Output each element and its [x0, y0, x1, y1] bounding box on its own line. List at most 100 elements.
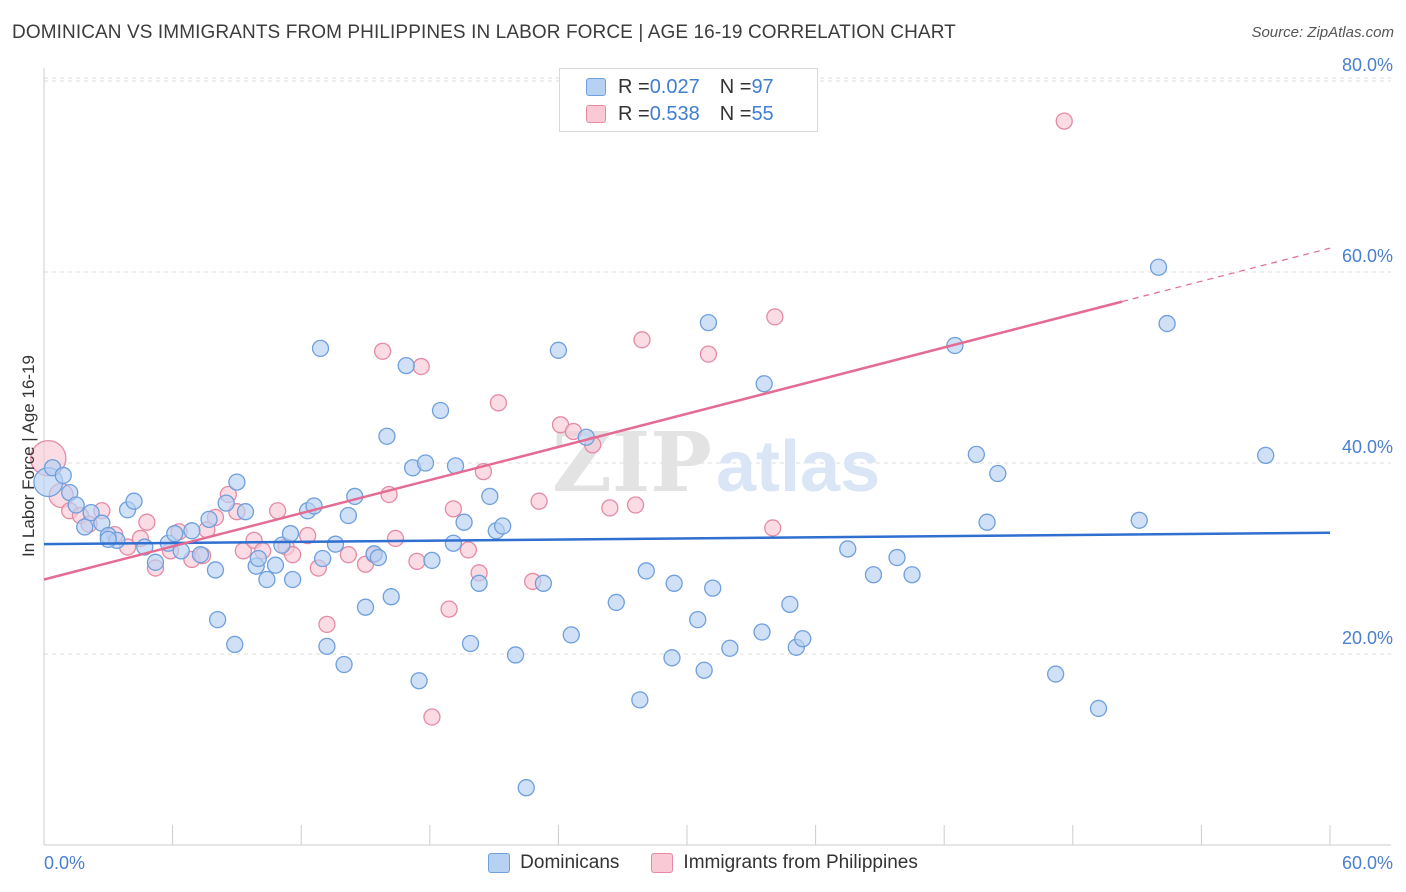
watermark-atlas: atlas — [716, 427, 880, 507]
point-philippines — [298, 526, 317, 545]
legend-swatch-philippines — [651, 853, 674, 873]
point-dominican — [423, 551, 441, 570]
point-dominican — [281, 525, 300, 543]
point-philippines — [138, 513, 156, 531]
n-label: N = — [719, 102, 752, 125]
stats-row-dominicans: R = 0.027 N = 97 — [586, 75, 774, 99]
point-philippines — [268, 502, 287, 520]
r-label: R = — [618, 75, 650, 98]
n-value: 55 — [751, 102, 774, 125]
point-dominican — [206, 561, 225, 579]
point-philippines — [339, 546, 358, 564]
legend-swatch-blue — [586, 78, 606, 96]
r-value: 0.027 — [649, 75, 700, 98]
y-tick-label: 40.0% — [1342, 437, 1393, 457]
point-dominican — [1047, 665, 1065, 683]
point-dominican — [903, 566, 921, 584]
legend-label-dominicans: Dominicans — [520, 852, 620, 873]
point-dominican — [864, 566, 883, 584]
point-dominican — [410, 672, 428, 690]
r-value: 0.538 — [649, 102, 700, 125]
legend-label-philippines: Immigrants from Philippines — [683, 852, 918, 873]
point-dominican — [663, 649, 681, 667]
point-dominican — [637, 562, 655, 580]
point-philippines — [633, 331, 651, 349]
y-tick-label: 60.0% — [1342, 246, 1393, 266]
point-dominican — [378, 427, 396, 445]
r-label: R = — [618, 102, 650, 125]
point-dominican — [444, 534, 463, 552]
point-dominican — [166, 525, 184, 543]
source-credit: Source: ZipAtlas.com — [1251, 24, 1394, 41]
point-dominican — [517, 779, 535, 797]
point-dominican — [356, 598, 375, 616]
point-dominican — [506, 646, 525, 664]
point-dominican — [226, 635, 244, 654]
x-tick-label-max: 60.0% — [1342, 853, 1393, 873]
point-dominican — [839, 540, 857, 558]
point-dominican — [67, 496, 85, 514]
point-dominican — [704, 579, 722, 597]
point-philippines — [412, 357, 430, 376]
point-dominican — [967, 445, 985, 464]
point-dominican — [283, 570, 302, 589]
point-dominican — [146, 553, 165, 571]
trend-line-philippines — [43, 300, 1123, 581]
point-dominican — [99, 530, 117, 549]
point-dominican — [76, 518, 94, 536]
point-philippines — [1055, 112, 1073, 130]
point-dominican — [978, 513, 996, 531]
point-philippines — [459, 541, 478, 559]
point-dominican — [481, 487, 499, 506]
series-legend: Dominicans Immigrants from Philippines — [0, 852, 1406, 874]
point-philippines — [408, 552, 426, 571]
point-dominican — [1158, 314, 1176, 333]
point-dominican — [562, 626, 580, 644]
point-dominican — [125, 492, 143, 510]
point-dominican — [335, 655, 353, 674]
n-label: N = — [719, 75, 752, 98]
point-dominican — [1130, 511, 1148, 529]
point-dominican — [258, 570, 276, 589]
x-tick-label-min: 0.0% — [44, 853, 85, 873]
point-dominican — [200, 510, 218, 528]
point-dominican — [382, 588, 400, 606]
point-dominican — [313, 549, 332, 568]
point-philippines — [373, 342, 392, 360]
point-philippines — [601, 499, 619, 517]
point-philippines — [530, 492, 548, 510]
point-dominican — [1257, 446, 1275, 465]
point-dominican — [721, 639, 739, 657]
point-dominican — [249, 549, 267, 568]
n-value: 97 — [751, 75, 774, 98]
legend-item-philippines[interactable]: Immigrants from Philippines — [651, 852, 918, 874]
point-dominican — [794, 630, 812, 648]
point-dominican — [753, 623, 771, 641]
point-philippines — [423, 708, 441, 726]
point-dominican — [631, 691, 649, 709]
y-axis-label: In Labor Force | Age 16-19 — [19, 355, 38, 557]
point-dominican — [318, 637, 336, 656]
point-dominican — [470, 574, 488, 592]
point-dominican — [208, 610, 227, 629]
point-philippines — [766, 308, 784, 326]
trend-line-dominicans — [43, 531, 1331, 546]
point-dominican — [397, 356, 415, 375]
point-dominican — [54, 466, 72, 485]
point-philippines — [489, 394, 508, 412]
point-dominican — [755, 375, 773, 393]
point-dominican — [311, 339, 330, 358]
chart-title: DOMINICAN VS IMMIGRANTS FROM PHILIPPINES… — [12, 22, 956, 43]
point-dominican — [534, 574, 553, 592]
point-dominican — [369, 548, 388, 567]
point-dominican — [217, 494, 235, 512]
trend-line-philippines-extension — [1121, 247, 1331, 303]
legend-item-dominicans[interactable]: Dominicans — [488, 852, 619, 874]
point-philippines — [318, 615, 336, 634]
point-dominican — [82, 504, 100, 522]
y-tick-label: 20.0% — [1342, 628, 1393, 648]
point-dominican — [607, 593, 625, 612]
label-layer: 0.0% 60.0% In Labor Force | Age 16-19 20… — [19, 55, 1393, 873]
point-dominican — [888, 548, 906, 567]
stats-legend: R = 0.027 N = 97 R = 0.538 N = 55 — [559, 68, 818, 132]
